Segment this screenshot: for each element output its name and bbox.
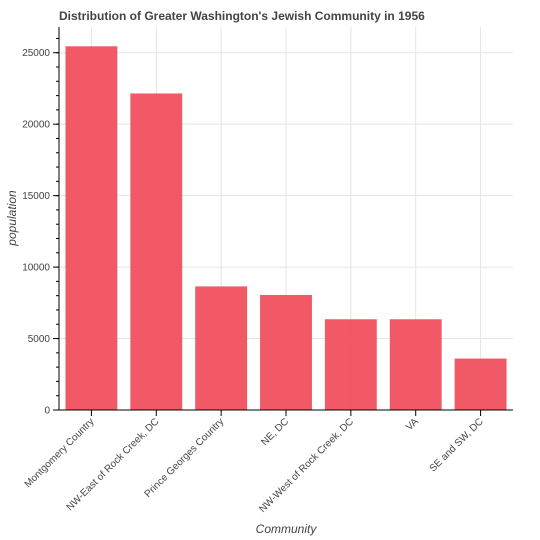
y-tick-label: 5000 bbox=[28, 334, 51, 345]
bars bbox=[65, 46, 507, 411]
bar bbox=[260, 294, 312, 410]
x-tick-label: Montgomery Country bbox=[23, 416, 97, 490]
x-axis-label: Community bbox=[256, 522, 318, 536]
y-tick-label: 25000 bbox=[22, 48, 50, 59]
y-tick-label: 20000 bbox=[22, 120, 50, 131]
bar bbox=[389, 319, 442, 410]
y-axis-ticks: 0 5000 10000 15000 20000 25000 bbox=[22, 37, 59, 417]
y-tick-label: 15000 bbox=[22, 191, 50, 202]
bar bbox=[195, 286, 248, 410]
x-tick-label: VA bbox=[404, 416, 421, 433]
x-tick-label: SE and SW, DC bbox=[428, 416, 486, 474]
bar bbox=[324, 319, 377, 410]
y-axis-label: population bbox=[5, 190, 19, 247]
y-tick-label: 10000 bbox=[22, 263, 50, 274]
x-tick-label: NE, DC bbox=[259, 416, 291, 448]
y-tick-label: 0 bbox=[44, 406, 50, 417]
chart-title: Distribution of Greater Washington's Jew… bbox=[59, 9, 425, 23]
bar bbox=[130, 93, 183, 410]
bar bbox=[454, 358, 507, 410]
bar bbox=[65, 46, 118, 411]
